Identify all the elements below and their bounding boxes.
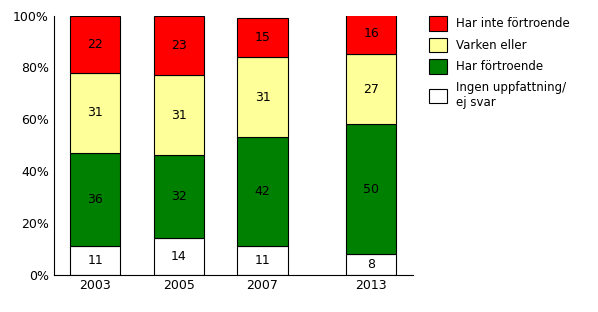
Text: 11: 11 <box>255 254 270 267</box>
Bar <box>346 55 396 124</box>
Bar <box>346 13 396 55</box>
Bar <box>154 238 204 275</box>
Bar <box>237 57 288 137</box>
Text: 32: 32 <box>171 190 187 203</box>
Text: 22: 22 <box>87 37 103 51</box>
Bar <box>237 137 288 246</box>
Bar <box>70 246 120 275</box>
Text: 31: 31 <box>255 91 270 104</box>
Bar <box>346 124 396 254</box>
Bar <box>70 153 120 246</box>
Text: 31: 31 <box>87 106 103 119</box>
Bar <box>70 73 120 153</box>
Text: 15: 15 <box>255 31 270 44</box>
Text: 36: 36 <box>87 193 103 206</box>
Text: 8: 8 <box>367 258 375 271</box>
Text: 31: 31 <box>171 109 187 122</box>
Bar <box>346 254 396 275</box>
Bar <box>237 246 288 275</box>
Text: 16: 16 <box>364 27 379 40</box>
Bar <box>154 16 204 75</box>
Bar <box>154 155 204 238</box>
Text: 23: 23 <box>171 39 187 52</box>
Bar <box>237 18 288 57</box>
Bar <box>70 16 120 73</box>
Bar <box>154 75 204 155</box>
Legend: Har inte förtroende, Varken eller, Har förtroende, Ingen uppfattning/
ej svar: Har inte förtroende, Varken eller, Har f… <box>429 16 570 109</box>
Text: 27: 27 <box>363 83 379 96</box>
Text: 42: 42 <box>255 185 270 198</box>
Text: 11: 11 <box>87 254 103 267</box>
Text: 14: 14 <box>171 250 187 263</box>
Text: 50: 50 <box>363 183 379 196</box>
